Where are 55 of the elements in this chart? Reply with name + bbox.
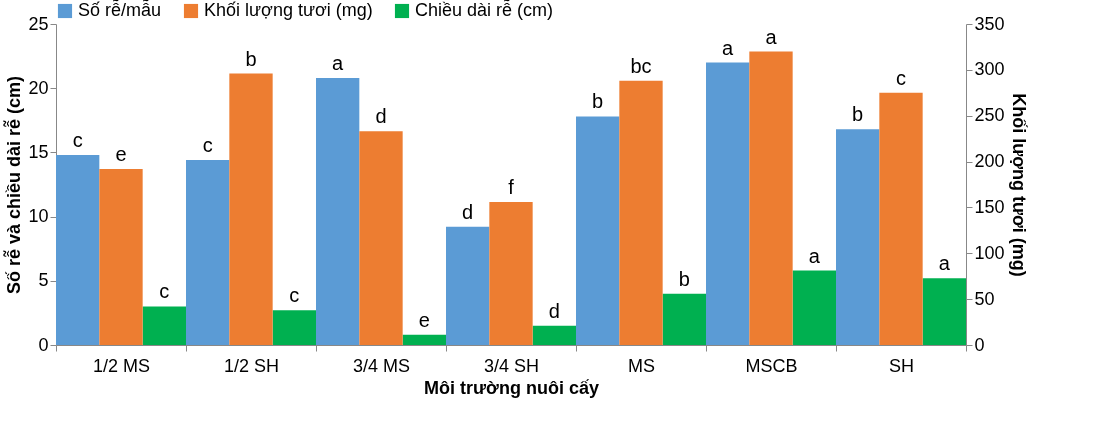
- data-label: a: [938, 252, 951, 275]
- bar: [792, 270, 836, 345]
- data-label: a: [722, 36, 735, 59]
- data-label: b: [245, 47, 257, 70]
- x-tick-label: MSCB: [745, 355, 798, 376]
- y2-tick-label: 250: [974, 105, 1005, 126]
- data-label: a: [332, 51, 345, 74]
- y2-tick-label: 200: [974, 151, 1005, 172]
- y-tick-label: 20: [28, 77, 49, 98]
- y-tick-label: 15: [28, 141, 49, 162]
- data-label: c: [159, 280, 170, 303]
- y-axis-title: Số rễ và chiều dài rễ (cm): [3, 75, 25, 295]
- bar: [922, 278, 966, 345]
- data-label: f: [508, 175, 515, 198]
- y2-tick-label: 150: [974, 196, 1005, 217]
- bar: [532, 325, 576, 345]
- y2-tick-label: 50: [974, 288, 995, 309]
- x-tick-label: 1/2 MS: [92, 355, 151, 376]
- x-tick-label: 1/2 SH: [223, 355, 280, 376]
- data-label: b: [852, 103, 864, 126]
- y2-tick-label: 300: [974, 59, 1005, 80]
- bar: [142, 306, 186, 345]
- data-label: d: [462, 200, 474, 223]
- legend-label: Số rễ/mẫu: [78, 0, 162, 20]
- data-label: c: [289, 284, 300, 307]
- data-label: b: [592, 90, 604, 113]
- data-label: c: [202, 134, 213, 157]
- y2-tick-label: 350: [974, 13, 1005, 34]
- data-label: d: [375, 105, 387, 128]
- legend-label: Chiều dài rễ (cm): [415, 0, 554, 20]
- y-tick-label: 10: [28, 206, 49, 227]
- y-tick-label: 5: [38, 270, 49, 291]
- data-label: c: [72, 128, 83, 151]
- bar: [272, 310, 316, 345]
- data-label: e: [418, 308, 430, 331]
- x-tick-label: 3/4 SH: [483, 355, 540, 376]
- bar: [662, 293, 706, 345]
- x-tick-label: SH: [888, 355, 915, 376]
- y-tick-label: 0: [38, 334, 49, 355]
- data-label: e: [115, 142, 127, 165]
- data-label: c: [896, 66, 906, 89]
- data-label: bc: [630, 54, 652, 77]
- y2-axis-title: Khối lượng tươi (mg): [1008, 93, 1029, 277]
- x-axis-title: Môi trường nuôi cấy: [424, 377, 599, 398]
- y2-tick-label: 0: [974, 334, 985, 355]
- x-tick-label: 3/4 MS: [352, 355, 411, 376]
- data-label: b: [678, 267, 690, 290]
- data-label: d: [548, 299, 560, 322]
- legend-label: Khối lượng tươi (mg): [204, 0, 373, 20]
- y-tick-label: 25: [28, 13, 49, 34]
- x-tick-label: MS: [628, 355, 655, 376]
- y2-tick-label: 100: [974, 242, 1005, 263]
- data-label: a: [765, 25, 778, 48]
- data-label: a: [808, 244, 821, 267]
- bar: [402, 334, 446, 345]
